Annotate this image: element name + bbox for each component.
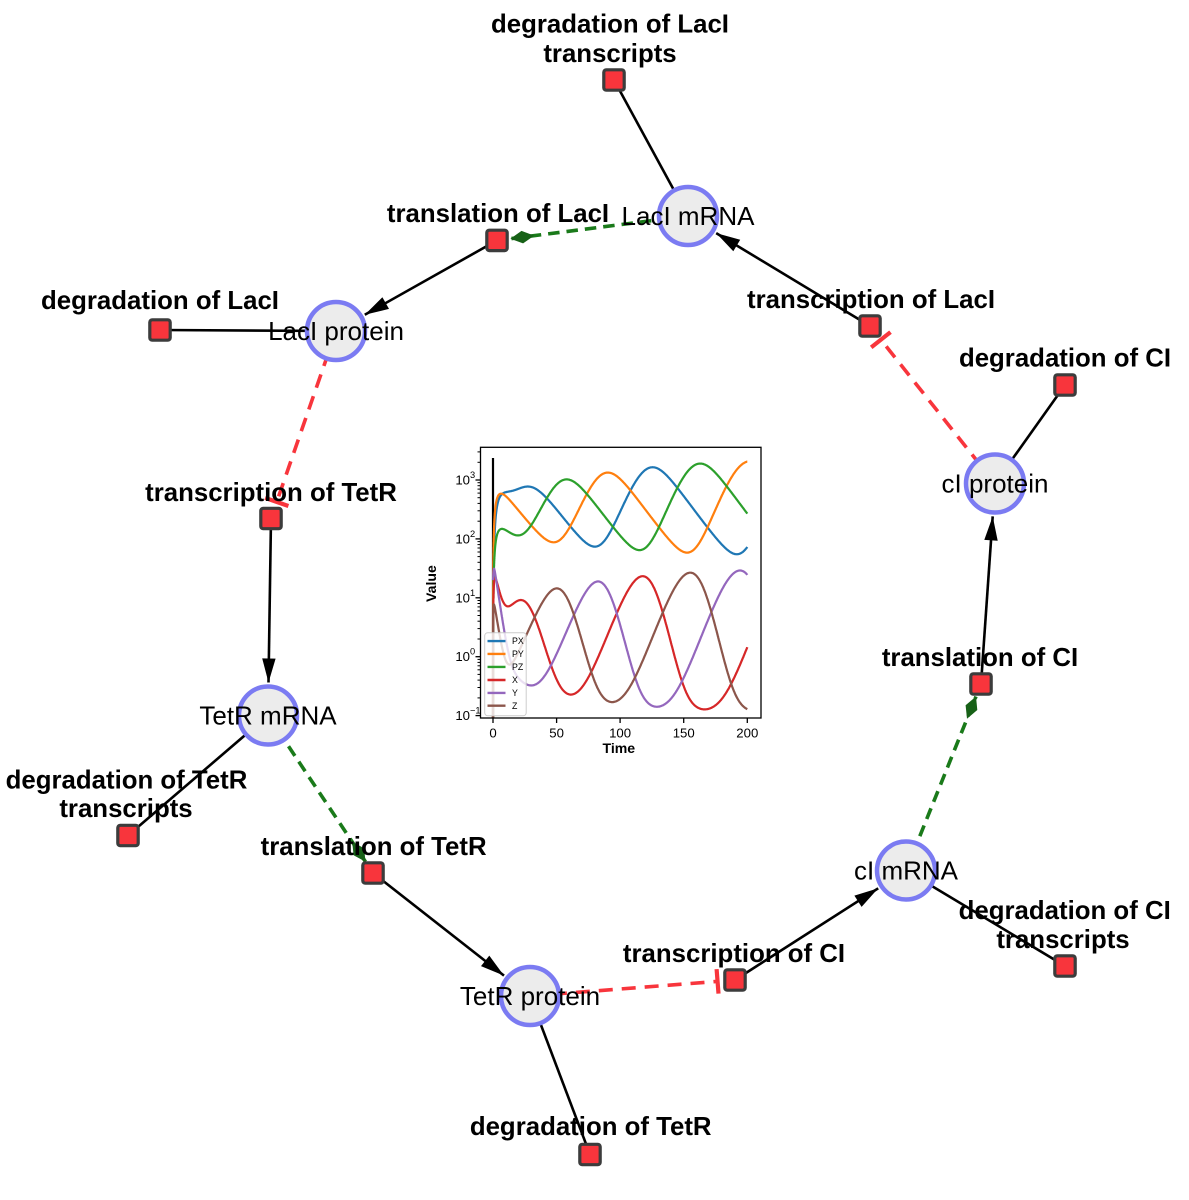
svg-text:10: 10 bbox=[455, 531, 470, 546]
svg-text:degradation of LacI: degradation of LacI bbox=[491, 10, 729, 38]
svg-text:transcripts: transcripts bbox=[996, 926, 1129, 954]
svg-text:2: 2 bbox=[470, 529, 475, 539]
svg-text:Value: Value bbox=[423, 565, 439, 602]
svg-text:PX: PX bbox=[512, 636, 524, 646]
svg-text:PZ: PZ bbox=[512, 662, 524, 672]
svg-text:1: 1 bbox=[470, 588, 475, 598]
svg-text:−1: −1 bbox=[470, 706, 481, 716]
svg-text:transcription of CI: transcription of CI bbox=[623, 940, 845, 968]
svg-text:PY: PY bbox=[512, 649, 524, 659]
svg-text:50: 50 bbox=[549, 725, 564, 740]
svg-text:degradation of LacI: degradation of LacI bbox=[41, 287, 279, 315]
svg-text:LacI protein: LacI protein bbox=[268, 316, 404, 346]
svg-text:TetR mRNA: TetR mRNA bbox=[199, 700, 337, 730]
svg-text:degradation of TetR: degradation of TetR bbox=[6, 767, 248, 795]
svg-text:200: 200 bbox=[736, 725, 758, 740]
svg-text:cI mRNA: cI mRNA bbox=[854, 855, 959, 885]
svg-text:degradation of CI: degradation of CI bbox=[959, 345, 1171, 373]
svg-text:10: 10 bbox=[455, 590, 470, 605]
svg-text:10: 10 bbox=[455, 708, 470, 723]
svg-text:transcripts: transcripts bbox=[59, 795, 192, 823]
svg-text:X: X bbox=[512, 675, 518, 685]
svg-text:TetR protein: TetR protein bbox=[460, 981, 600, 1011]
svg-text:100: 100 bbox=[609, 725, 631, 740]
svg-text:translation of TetR: translation of TetR bbox=[261, 833, 487, 861]
svg-text:LacI mRNA: LacI mRNA bbox=[622, 201, 756, 231]
svg-text:transcription of LacI: transcription of LacI bbox=[747, 286, 995, 314]
svg-text:3: 3 bbox=[470, 470, 475, 480]
svg-text:translation of LacI: translation of LacI bbox=[387, 200, 609, 228]
svg-text:cI protein: cI protein bbox=[942, 468, 1049, 498]
svg-text:0: 0 bbox=[470, 647, 475, 657]
svg-text:0: 0 bbox=[489, 725, 496, 740]
svg-text:degradation of CI: degradation of CI bbox=[959, 897, 1171, 925]
svg-text:Y: Y bbox=[512, 688, 518, 698]
svg-text:Z: Z bbox=[512, 701, 518, 711]
svg-text:degradation of TetR: degradation of TetR bbox=[470, 1113, 712, 1141]
svg-text:10: 10 bbox=[455, 473, 470, 488]
svg-text:Time: Time bbox=[602, 740, 635, 756]
svg-text:10: 10 bbox=[455, 649, 470, 664]
svg-text:150: 150 bbox=[673, 725, 695, 740]
svg-text:translation of CI: translation of CI bbox=[882, 644, 1078, 672]
svg-text:transcription of TetR: transcription of TetR bbox=[145, 479, 397, 507]
svg-text:transcripts: transcripts bbox=[543, 40, 676, 68]
